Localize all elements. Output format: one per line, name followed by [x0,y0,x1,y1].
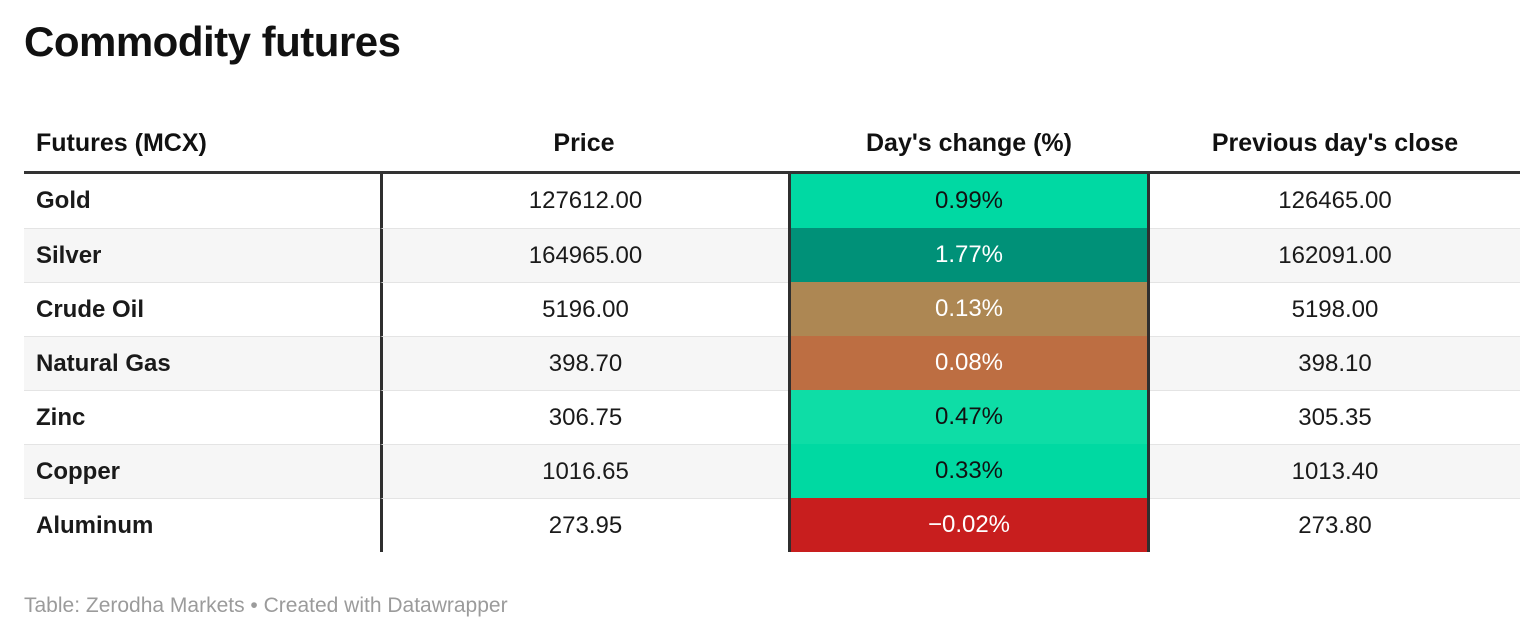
days-change-cell: 0.08% [788,336,1150,391]
price-cell: 1016.65 [380,444,788,499]
futures-name-cell: Natural Gas [24,336,380,391]
prev-close-cell: 273.80 [1150,498,1520,552]
days-change-cell: 1.77% [788,228,1150,283]
attribution-text: Table: Zerodha Markets • Created with Da… [24,594,508,618]
table-row: Zinc 306.75 0.47% 305.35 [24,390,1520,445]
column-header-futures: Futures (MCX) [36,129,207,158]
days-change-cell: 0.99% [788,174,1150,229]
price-cell: 273.95 [380,498,788,553]
futures-name-cell: Aluminum [24,498,380,552]
page-title: Commodity futures [24,18,401,65]
price-cell: 127612.00 [380,174,788,229]
column-header-days-change: Day's change (%) [865,129,1072,158]
futures-name-cell: Zinc [24,390,380,444]
price-cell: 5196.00 [380,282,788,337]
prev-close-cell: 305.35 [1150,390,1520,444]
days-change-cell: 0.13% [788,282,1150,337]
table-row: Crude Oil 5196.00 0.13% 5198.00 [24,282,1520,337]
column-header-prev-close: Previous day's close [1211,129,1459,158]
table-row: Silver 164965.00 1.77% 162091.00 [24,228,1520,283]
prev-close-cell: 5198.00 [1150,282,1520,336]
futures-name-cell: Crude Oil [24,282,380,336]
days-change-cell: 0.47% [788,390,1150,445]
commodity-futures-table: Futures (MCX) Price Day's change (%) Pre… [24,116,1520,553]
prev-close-cell: 126465.00 [1278,187,1392,215]
price-cell: 398.70 [380,336,788,391]
price-cell: 306.75 [380,390,788,445]
futures-name-cell: Copper [24,444,380,499]
table-body: Gold 127612.00 0.99% 126465.00 Silver 16… [24,174,1520,553]
table-row: Copper 1016.65 0.33% 1013.40 [24,444,1520,499]
futures-name-cell: Silver [24,228,380,283]
table-row: Gold 127612.00 0.99% 126465.00 [24,174,1520,229]
table-row: Natural Gas 398.70 0.08% 398.10 [24,336,1520,391]
column-header-price: Price [553,129,615,158]
page: Commodity futures Futures (MCX) Price Da… [24,18,1520,618]
prev-close-cell: 398.10 [1150,336,1520,391]
prev-close-cell: 162091.00 [1150,228,1520,283]
table-header-row: Futures (MCX) Price Day's change (%) Pre… [24,116,1520,175]
days-change-cell: 0.33% [788,444,1150,499]
days-change-cell: −0.02% [788,498,1150,553]
futures-name-cell: Gold [36,187,91,215]
table-row: Aluminum 273.95 −0.02% 273.80 [24,498,1520,553]
price-cell: 164965.00 [380,228,788,283]
prev-close-cell: 1013.40 [1150,444,1520,499]
